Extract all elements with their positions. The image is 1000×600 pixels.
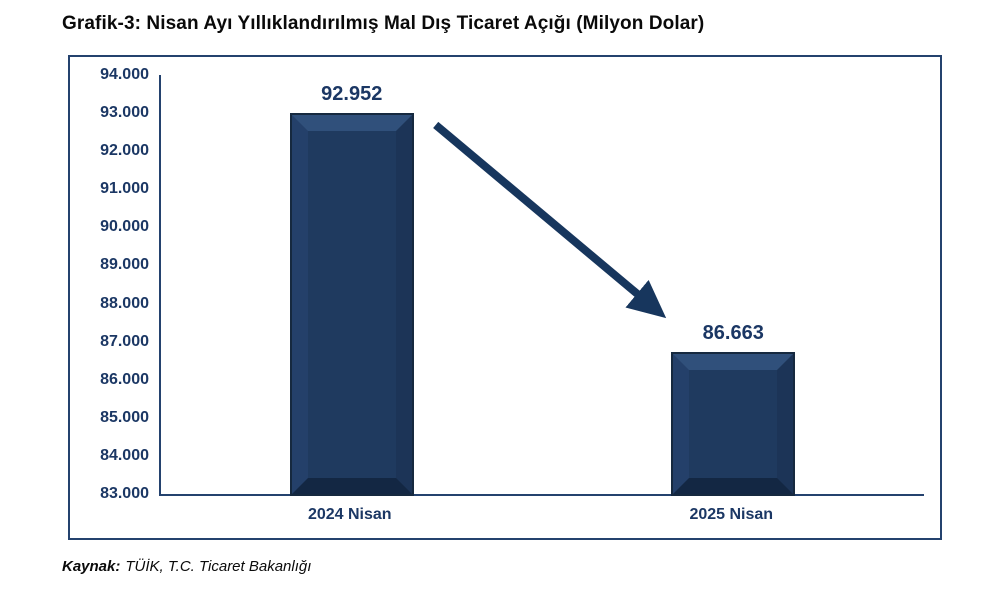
bar-value-label: 86.663 — [702, 322, 764, 345]
source-text: TÜİK, T.C. Ticaret Bakanlığı — [125, 558, 312, 575]
plot-area: 92.952 86.663 — [159, 75, 924, 497]
y-tick-label: 92.000 — [100, 142, 149, 160]
trend-arrow-shaft — [433, 121, 667, 319]
y-tick-label: 89.000 — [100, 256, 149, 274]
y-axis-labels: 94.000 93.000 92.000 91.000 90.000 89.000 88.0… — [70, 66, 149, 502]
y-tick-label: 88.000 — [100, 294, 149, 312]
y-tick-label: 90.000 — [100, 218, 149, 236]
y-tick-label: 87.000 — [100, 332, 149, 350]
y-tick-label: 85.000 — [100, 408, 149, 426]
chart-title: Grafik-3: Nisan Ayı Yıllıklandırılmış Ma… — [62, 13, 705, 34]
y-tick-label: 86.000 — [100, 370, 149, 388]
source-label: Kaynak: — [62, 558, 121, 575]
y-tick-label: 94.000 — [100, 66, 149, 83]
y-tick-label: 83.000 — [100, 485, 149, 502]
bar — [289, 112, 414, 497]
bar — [671, 352, 796, 496]
y-tick-label: 91.000 — [100, 180, 149, 198]
x-axis-row: 2024 Nisan 2025 Nisan — [159, 506, 924, 534]
x-tick-label: 2024 Nisan — [307, 506, 392, 523]
chart-frame: 94.000 93.000 92.000 91.000 90.000 89.000 88.0… — [68, 55, 942, 540]
trend-down-arrow — [433, 121, 667, 319]
y-tick-label: 93.000 — [100, 104, 149, 122]
bar-value-label: 92.952 — [321, 82, 383, 105]
y-tick-label: 84.000 — [100, 446, 149, 464]
x-tick-label: 2025 Nisan — [689, 506, 774, 523]
source-line: Kaynak: TÜİK, T.C. Ticaret Bakanlığı — [62, 558, 311, 575]
